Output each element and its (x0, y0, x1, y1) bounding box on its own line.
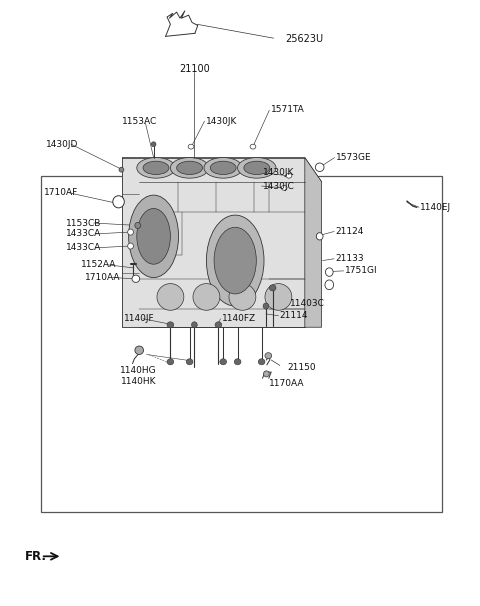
Ellipse shape (137, 208, 170, 264)
Ellipse shape (119, 167, 124, 172)
Text: 1140JF: 1140JF (124, 315, 155, 323)
Text: 1430JC: 1430JC (263, 182, 295, 190)
Ellipse shape (167, 359, 174, 365)
Text: 1140FZ: 1140FZ (222, 315, 256, 323)
Text: 1710AF: 1710AF (44, 188, 78, 197)
Ellipse shape (135, 346, 144, 355)
Text: 21100: 21100 (179, 64, 210, 74)
Ellipse shape (143, 161, 169, 175)
Polygon shape (122, 158, 305, 327)
Ellipse shape (170, 158, 209, 178)
Ellipse shape (113, 196, 124, 208)
Ellipse shape (244, 161, 270, 175)
Text: 1140HK: 1140HK (120, 378, 156, 386)
Ellipse shape (281, 185, 287, 190)
Text: 1710AA: 1710AA (85, 273, 121, 282)
Ellipse shape (234, 359, 241, 365)
Text: FR.: FR. (25, 550, 47, 563)
Ellipse shape (151, 142, 156, 147)
Ellipse shape (286, 173, 292, 178)
Ellipse shape (265, 284, 292, 310)
Ellipse shape (264, 371, 269, 377)
Ellipse shape (188, 144, 194, 149)
Text: 1433CA: 1433CA (66, 244, 101, 252)
Text: 1430JK: 1430JK (206, 117, 238, 125)
Ellipse shape (316, 233, 323, 240)
Ellipse shape (128, 229, 133, 235)
Ellipse shape (315, 163, 324, 171)
Ellipse shape (325, 268, 333, 276)
Ellipse shape (265, 353, 272, 359)
Ellipse shape (135, 222, 141, 228)
Polygon shape (305, 158, 322, 327)
Ellipse shape (177, 161, 203, 175)
Ellipse shape (269, 285, 276, 291)
Ellipse shape (215, 322, 222, 328)
Text: 1571TA: 1571TA (271, 105, 305, 113)
Ellipse shape (193, 284, 220, 310)
Ellipse shape (128, 243, 133, 249)
Text: 1751GI: 1751GI (345, 267, 377, 275)
Ellipse shape (137, 158, 175, 178)
Ellipse shape (325, 280, 334, 290)
Polygon shape (122, 158, 139, 327)
Ellipse shape (263, 303, 269, 309)
Ellipse shape (167, 322, 174, 328)
Ellipse shape (206, 215, 264, 306)
Ellipse shape (192, 322, 197, 328)
Text: 1153CB: 1153CB (66, 219, 102, 227)
Text: 21133: 21133 (335, 255, 364, 263)
Ellipse shape (220, 359, 227, 365)
Text: 1433CA: 1433CA (66, 230, 101, 238)
Bar (41, 176, 442, 512)
Ellipse shape (186, 359, 193, 365)
Text: 1140HG: 1140HG (120, 367, 156, 375)
Text: 25623U: 25623U (286, 35, 324, 44)
Text: 21150: 21150 (287, 363, 316, 371)
Ellipse shape (129, 195, 179, 278)
Text: 21124: 21124 (335, 227, 363, 236)
Ellipse shape (238, 158, 276, 178)
Text: 21114: 21114 (279, 311, 308, 320)
Ellipse shape (214, 227, 256, 294)
Ellipse shape (229, 284, 256, 310)
Text: 1153AC: 1153AC (122, 117, 157, 125)
Ellipse shape (157, 284, 184, 310)
Text: 1140EJ: 1140EJ (420, 203, 451, 211)
Text: 1573GE: 1573GE (336, 153, 372, 162)
Ellipse shape (132, 275, 140, 282)
Polygon shape (122, 158, 322, 182)
Text: 1430JD: 1430JD (46, 140, 78, 148)
Ellipse shape (204, 158, 242, 178)
Text: 1430JK: 1430JK (263, 168, 294, 177)
Ellipse shape (258, 359, 265, 365)
Ellipse shape (210, 161, 236, 175)
Text: 1152AA: 1152AA (81, 261, 116, 269)
Ellipse shape (250, 144, 256, 149)
Text: 1170AA: 1170AA (269, 379, 304, 388)
Text: 11403C: 11403C (290, 299, 325, 308)
